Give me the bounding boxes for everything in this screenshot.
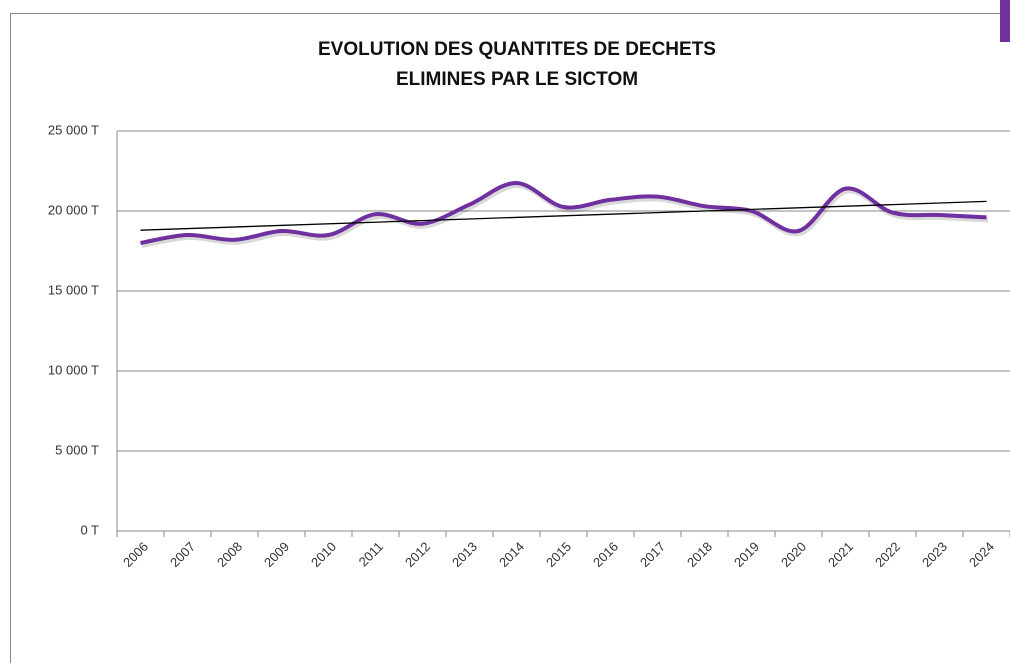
y-tick-label: 20 000 T — [48, 202, 99, 217]
y-tick-label: 0 T — [80, 522, 99, 537]
trendline — [140, 200, 987, 231]
y-tick-label: 15 000 T — [48, 282, 99, 297]
chart-frame — [10, 13, 1010, 663]
y-tick-label: 10 000 T — [48, 362, 99, 377]
data-line — [140, 180, 987, 245]
chart-title: EVOLUTION DES QUANTITES DE DECHETS — [318, 39, 716, 60]
chart-title: ELIMINES PAR LE SICTOM — [396, 69, 638, 90]
y-tick-label: 5 000 T — [55, 442, 99, 457]
y-tick-label: 25 000 T — [48, 122, 99, 137]
line-shadow — [141, 182, 989, 248]
corner-tab — [1000, 0, 1010, 42]
